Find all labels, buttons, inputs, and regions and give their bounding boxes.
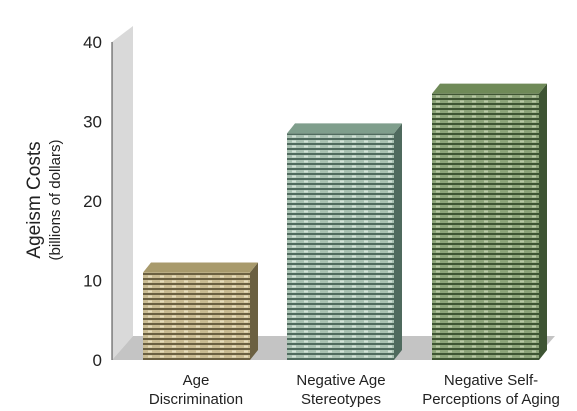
x-category-label: Negative Age (296, 372, 385, 389)
bar-front (143, 272, 250, 360)
bar (287, 123, 402, 360)
y-tick-label: 30 (83, 113, 102, 132)
x-category-label: Age (183, 372, 210, 389)
bar-top (432, 83, 547, 94)
y-tick-label: 40 (83, 33, 102, 52)
y-axis-label: Ageism Costs (billions of dollars) (24, 140, 64, 261)
x-category-label: Stereotypes (301, 391, 381, 408)
x-labels: Age Discrimination Negative Age Stereotypes… (149, 372, 560, 408)
y-tick-label: 10 (83, 272, 102, 291)
bar-top (287, 123, 402, 134)
x-category-label: Perceptions of Aging (422, 391, 560, 408)
bar-top (143, 262, 258, 273)
bar-front (432, 93, 539, 361)
bar-side (539, 83, 547, 361)
y-tick-label: 20 (83, 192, 102, 211)
y-ticks: 0 10 20 30 40 (83, 33, 102, 370)
bars (143, 83, 547, 361)
y-tick-label: 0 (93, 351, 102, 370)
y-axis-subtitle: (billions of dollars) (47, 140, 64, 261)
bar-side (394, 123, 402, 360)
bar-side (250, 262, 258, 360)
bar-front (287, 133, 394, 360)
back-wall (112, 26, 133, 360)
bar (143, 262, 258, 360)
y-axis-title: Ageism Costs (24, 141, 45, 258)
x-category-label: Discrimination (149, 391, 243, 408)
x-category-label: Negative Self- (444, 372, 538, 389)
bar (432, 83, 547, 361)
